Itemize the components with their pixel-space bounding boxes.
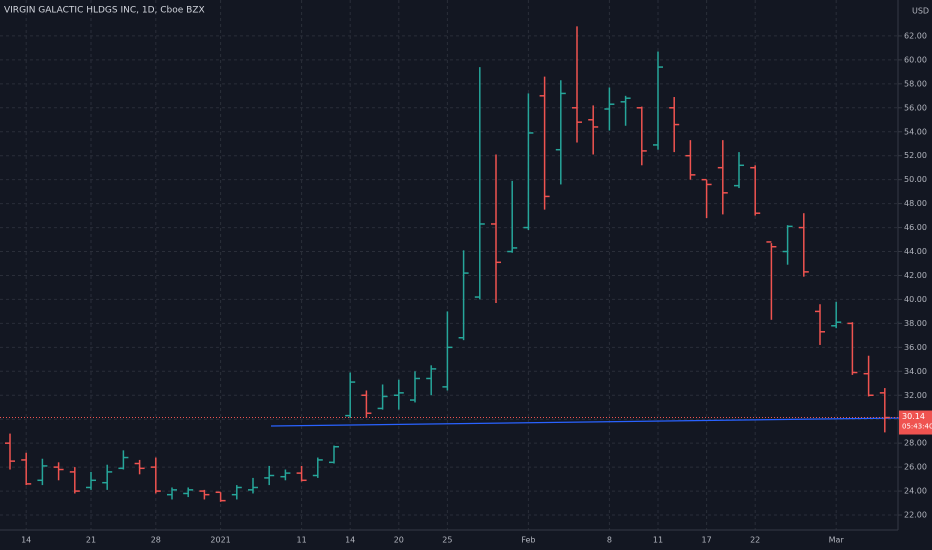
- y-tick-label: 34.00: [904, 367, 927, 376]
- x-tick-label: 28: [151, 536, 161, 545]
- y-tick-label: 58.00: [904, 79, 927, 88]
- y-tick-label: 54.00: [904, 127, 927, 136]
- x-tick-label: 11: [297, 536, 307, 545]
- x-tick-label: Feb: [521, 536, 535, 545]
- x-tick-label: 17: [702, 536, 712, 545]
- x-tick-label: 11: [653, 536, 663, 545]
- y-tick-label: 42.00: [904, 271, 927, 280]
- x-tick-label: 2021: [210, 536, 230, 545]
- countdown-label: 05:43:40: [902, 423, 932, 431]
- axis: 22.0024.0026.0028.0030.0032.0034.0036.00…: [21, 31, 932, 545]
- y-tick-label: 50.00: [904, 175, 927, 184]
- y-tick-label: 38.00: [904, 319, 927, 328]
- trend-line[interactable]: [270, 417, 901, 427]
- y-tick-label: 60.00: [904, 55, 927, 64]
- grid: [0, 0, 898, 530]
- x-tick-label: 8: [607, 536, 612, 545]
- y-tick-label: 32.00: [904, 391, 927, 400]
- y-tick-label: 26.00: [904, 463, 927, 472]
- x-tick-label: 14: [345, 536, 355, 545]
- y-tick-label: 24.00: [904, 487, 927, 496]
- y-tick-label: 52.00: [904, 151, 927, 160]
- price-label-box: [899, 410, 932, 435]
- y-tick-label: 28.00: [904, 439, 927, 448]
- y-tick-label: 44.00: [904, 247, 927, 256]
- x-tick-label: 20: [394, 536, 404, 545]
- x-tick-label: 22: [750, 536, 760, 545]
- x-tick-label: 21: [86, 536, 96, 545]
- x-tick-label: 25: [442, 536, 452, 545]
- y-tick-label: 36.00: [904, 343, 927, 352]
- currency-label: USD: [912, 7, 929, 16]
- chart-title: VIRGIN GALACTIC HLDGS INC, 1D, Cboe BZX: [4, 6, 205, 16]
- y-tick-label: 62.00: [904, 31, 927, 40]
- y-tick-label: 48.00: [904, 199, 927, 208]
- bars: [0, 26, 898, 502]
- y-tick-label: 46.00: [904, 223, 927, 232]
- y-tick-label: 56.00: [904, 103, 927, 112]
- y-tick-label: 22.00: [904, 511, 927, 520]
- price-label: 30.14: [902, 412, 925, 421]
- y-tick-label: 40.00: [904, 295, 927, 304]
- x-tick-label: 14: [21, 536, 31, 545]
- x-tick-label: Mar: [829, 536, 845, 545]
